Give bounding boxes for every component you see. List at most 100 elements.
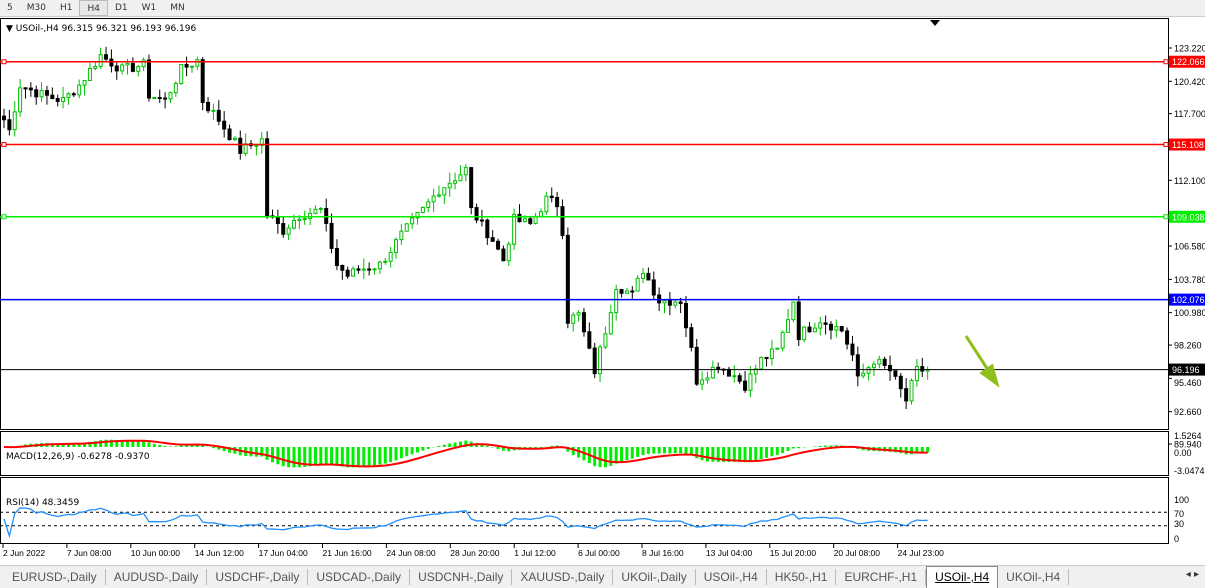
chart-tab[interactable]: USOil-,H4 xyxy=(926,566,999,588)
chart-tab[interactable]: EURUSD-,Daily xyxy=(4,569,106,585)
candle-body xyxy=(624,290,629,294)
candle xyxy=(474,203,479,224)
chart-tab[interactable]: AUDUSD-,Daily xyxy=(106,569,208,585)
candle-body xyxy=(544,195,549,213)
macd-bar xyxy=(770,447,774,457)
candle xyxy=(189,65,194,73)
macd-bar xyxy=(179,445,183,447)
chart-tab[interactable]: USOil-,H4 xyxy=(696,569,767,585)
time-axis-label: 7 Jun 08:00 xyxy=(67,548,112,558)
candle xyxy=(614,284,619,321)
macd-bar xyxy=(254,447,258,457)
macd-bar xyxy=(775,447,779,455)
macd-bar xyxy=(684,447,688,454)
chart-tab[interactable]: USDCHF-,Daily xyxy=(207,569,309,585)
candle-body xyxy=(506,243,511,262)
down-arrow-icon xyxy=(964,335,1000,388)
macd-bar xyxy=(126,440,130,447)
candle xyxy=(222,111,227,138)
candle-body xyxy=(34,89,39,98)
dropdown-triangle-icon[interactable]: ▼ xyxy=(6,24,13,34)
candle xyxy=(834,319,839,338)
chart-tab[interactable]: UKOil-,H4 xyxy=(998,569,1070,585)
candle xyxy=(753,364,758,383)
candle-body xyxy=(877,358,882,365)
macd-bar xyxy=(566,447,570,452)
candle xyxy=(866,365,871,381)
candle-body xyxy=(479,219,484,222)
candle-body xyxy=(683,302,688,329)
timeframe-H1[interactable]: H1 xyxy=(59,3,73,13)
shift-marker-icon xyxy=(930,20,940,26)
candle-body xyxy=(522,218,527,223)
timeframe-MN[interactable]: MN xyxy=(170,3,185,13)
chart-tab[interactable]: UKOil-,Daily xyxy=(613,569,696,585)
timeframe-H4[interactable]: H4 xyxy=(79,0,108,16)
candle-body xyxy=(710,366,715,379)
macd-bar xyxy=(786,447,790,451)
candle-body xyxy=(700,379,705,385)
macd-bar xyxy=(66,443,70,447)
candle xyxy=(383,258,388,265)
candle-body xyxy=(23,87,28,90)
candle xyxy=(850,335,855,362)
macd-bar xyxy=(281,447,285,467)
candle-body xyxy=(716,366,721,370)
candle-body xyxy=(7,119,12,131)
candle-body xyxy=(44,90,49,96)
macd-bar xyxy=(319,447,323,465)
candle xyxy=(549,187,554,203)
candle xyxy=(463,164,468,182)
chart-tab[interactable]: EURCHF-,H1 xyxy=(836,569,927,585)
chart-tabs: EURUSD-,Daily AUDUSD-,Daily USDCHF-,Daily U… xyxy=(0,565,1205,588)
macd-bar xyxy=(88,441,92,447)
timeframe-5[interactable]: 5 xyxy=(7,3,13,13)
candle xyxy=(254,143,259,156)
candle-body xyxy=(458,174,463,182)
macd-bar xyxy=(405,447,409,457)
macd-bar xyxy=(679,447,683,454)
candle xyxy=(227,124,232,141)
macd-bar xyxy=(834,445,838,447)
candle xyxy=(598,344,603,382)
chart-tab[interactable]: USDCNH-,Daily xyxy=(410,569,513,585)
rsi-pane xyxy=(0,477,1169,544)
macd-bar xyxy=(754,447,758,461)
macd-bar xyxy=(689,447,693,456)
candle-body xyxy=(861,372,866,377)
candle-body xyxy=(329,222,334,249)
macd-bar xyxy=(705,447,709,462)
macd-bar xyxy=(716,447,720,462)
candle-body xyxy=(893,370,898,377)
candle xyxy=(624,287,629,294)
candle-body xyxy=(866,367,871,374)
chart-header: ▼ USOil-,H4 96.315 96.321 96.193 96.196 xyxy=(6,24,196,34)
chart-tab[interactable]: USDCAD-,Daily xyxy=(308,569,411,585)
candle xyxy=(302,210,307,225)
chart-canvas[interactable]: 123.220 120.420 117.700 112.100 106.580 103.7… xyxy=(0,18,1205,563)
macd-bar xyxy=(109,439,113,447)
timeframe-W1[interactable]: W1 xyxy=(141,3,157,13)
candle-body xyxy=(28,87,33,91)
candle xyxy=(839,326,844,333)
candle-body xyxy=(635,277,640,292)
price-label: 122.066 xyxy=(1172,57,1205,67)
timeframe-D1[interactable]: D1 xyxy=(114,3,128,13)
macd-bar xyxy=(367,447,371,467)
candle xyxy=(34,85,39,105)
candle xyxy=(630,286,635,299)
candle-body xyxy=(512,213,517,245)
candle xyxy=(206,97,211,114)
chart-window[interactable]: 123.220 120.420 117.700 112.100 106.580 103.7… xyxy=(0,18,1205,563)
chart-tab[interactable]: XAUUSD-,Daily xyxy=(512,569,614,585)
candle xyxy=(377,260,382,274)
timeframe-M30[interactable]: M30 xyxy=(26,3,46,13)
candle xyxy=(28,82,33,97)
candle-body xyxy=(334,247,339,266)
macd-bar xyxy=(797,447,801,449)
macd-bar xyxy=(910,447,914,455)
candle xyxy=(399,224,404,245)
candle-body xyxy=(587,331,592,349)
tab-scroll-arrows[interactable]: ◂ ▸ xyxy=(1181,569,1199,580)
chart-tab[interactable]: HK50-,H1 xyxy=(767,569,837,585)
